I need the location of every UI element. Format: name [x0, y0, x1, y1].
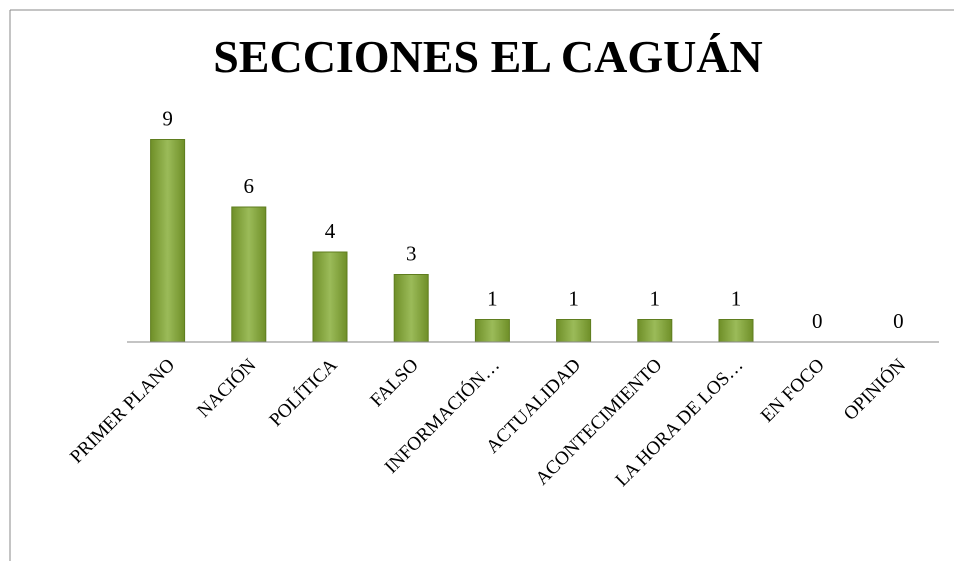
- data-label: 3: [406, 242, 417, 266]
- bar: [231, 206, 267, 343]
- data-label: 1: [731, 287, 742, 311]
- data-label: 4: [325, 219, 336, 243]
- x-tick-label: EN FOCO: [757, 355, 829, 427]
- data-label: 9: [162, 107, 173, 131]
- chart-title: SECCIONES EL CAGUÁN: [213, 31, 763, 82]
- data-label: 1: [568, 287, 579, 311]
- data-label: 6: [244, 174, 255, 198]
- bar: [556, 319, 592, 343]
- x-tick-label: PRIMER PLANO: [66, 355, 179, 468]
- x-tick-label: FALSO: [366, 355, 422, 411]
- bar: [150, 139, 186, 343]
- bar: [718, 319, 754, 343]
- bar: [393, 274, 429, 343]
- data-label: 1: [487, 287, 498, 311]
- x-tick-label: POLÍTICA: [265, 354, 342, 431]
- bar: [637, 319, 673, 343]
- x-tick-label: OPINIÓN: [839, 354, 910, 425]
- data-label: 0: [893, 309, 904, 333]
- bar: [474, 319, 510, 343]
- bar: [312, 251, 348, 343]
- data-label: 1: [650, 287, 661, 311]
- data-label: 0: [812, 309, 823, 333]
- x-tick-label: NACIÓN: [193, 354, 261, 422]
